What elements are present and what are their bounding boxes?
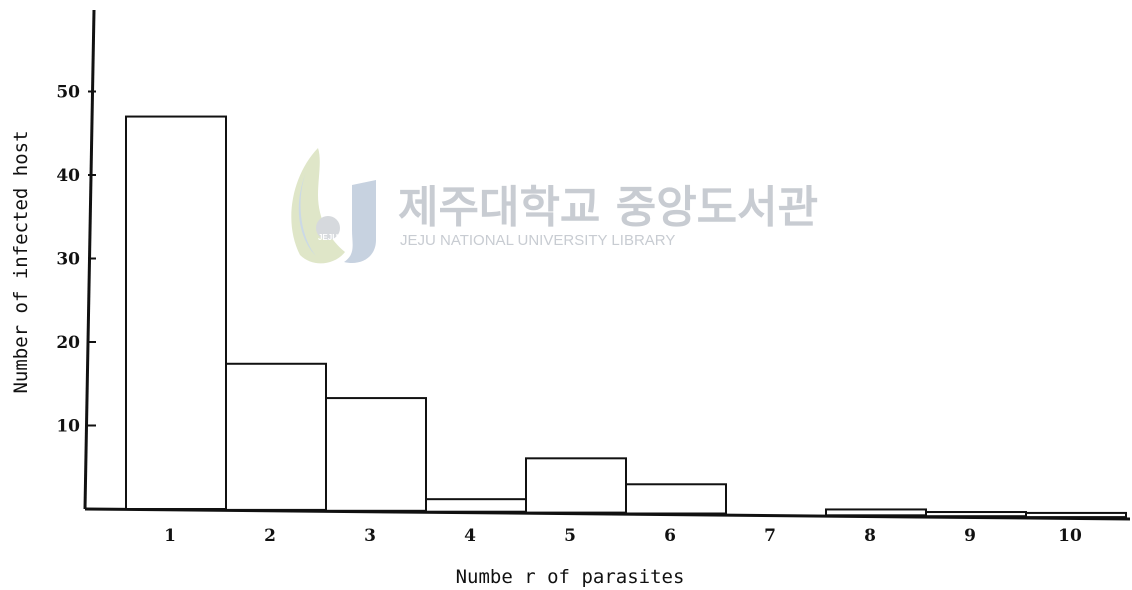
x-tick-label: 10 <box>1058 526 1082 546</box>
bar-1 <box>125 115 227 511</box>
watermark-subtitle: JEJU NATIONAL UNIVERSITY LIBRARY <box>400 232 675 249</box>
x-tick-label: 4 <box>464 526 476 546</box>
bar-3 <box>325 397 427 512</box>
y-tick-label: 50 <box>56 83 80 103</box>
bar-6 <box>625 483 727 515</box>
bar-9 <box>925 511 1027 518</box>
x-tick-label: 6 <box>664 526 676 546</box>
x-tick-label: 7 <box>764 526 776 546</box>
x-axis-title: Numbe r of parasites <box>456 566 685 588</box>
y-tick-group: 10 20 30 40 50 <box>56 83 96 437</box>
x-tick-label: 9 <box>964 526 976 546</box>
bar-5 <box>525 457 627 514</box>
y-axis-title: Number of infected host <box>10 130 32 393</box>
bar-2 <box>225 362 327 511</box>
logo-seal-text: JEJU <box>318 233 338 242</box>
x-tick-label: 5 <box>564 526 576 546</box>
x-tick-label: 1 <box>164 526 176 546</box>
bar-4 <box>425 498 527 513</box>
bar-8 <box>825 508 927 517</box>
bar-group <box>125 115 1127 519</box>
library-watermark: JEJU 제주대학교 중앙도서관 JEJU NATIONAL UNIVERSIT… <box>291 148 818 264</box>
y-tick-label: 20 <box>56 333 80 353</box>
y-tick-label: 10 <box>56 417 80 437</box>
bar-10 <box>1025 511 1127 519</box>
y-tick-label: 30 <box>56 250 80 270</box>
watermark-title: 제주대학교 중앙도서관 <box>398 182 818 233</box>
x-tick-label: 8 <box>864 526 876 546</box>
y-tick-label: 40 <box>56 166 80 186</box>
x-tick-group: 1 2 3 4 5 6 7 8 9 10 <box>164 526 1082 546</box>
x-tick-label: 2 <box>264 526 276 546</box>
x-tick-label: 3 <box>364 526 376 546</box>
library-logo: JEJU <box>291 148 376 264</box>
